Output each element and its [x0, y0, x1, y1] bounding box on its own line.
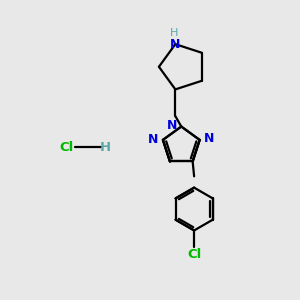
Text: H: H	[170, 28, 178, 38]
Text: N: N	[170, 38, 181, 51]
Text: N: N	[167, 118, 177, 132]
Text: N: N	[148, 134, 158, 146]
Text: Cl: Cl	[60, 140, 74, 154]
Text: N: N	[204, 132, 214, 145]
Text: Cl: Cl	[187, 248, 201, 261]
Text: H: H	[100, 140, 111, 154]
